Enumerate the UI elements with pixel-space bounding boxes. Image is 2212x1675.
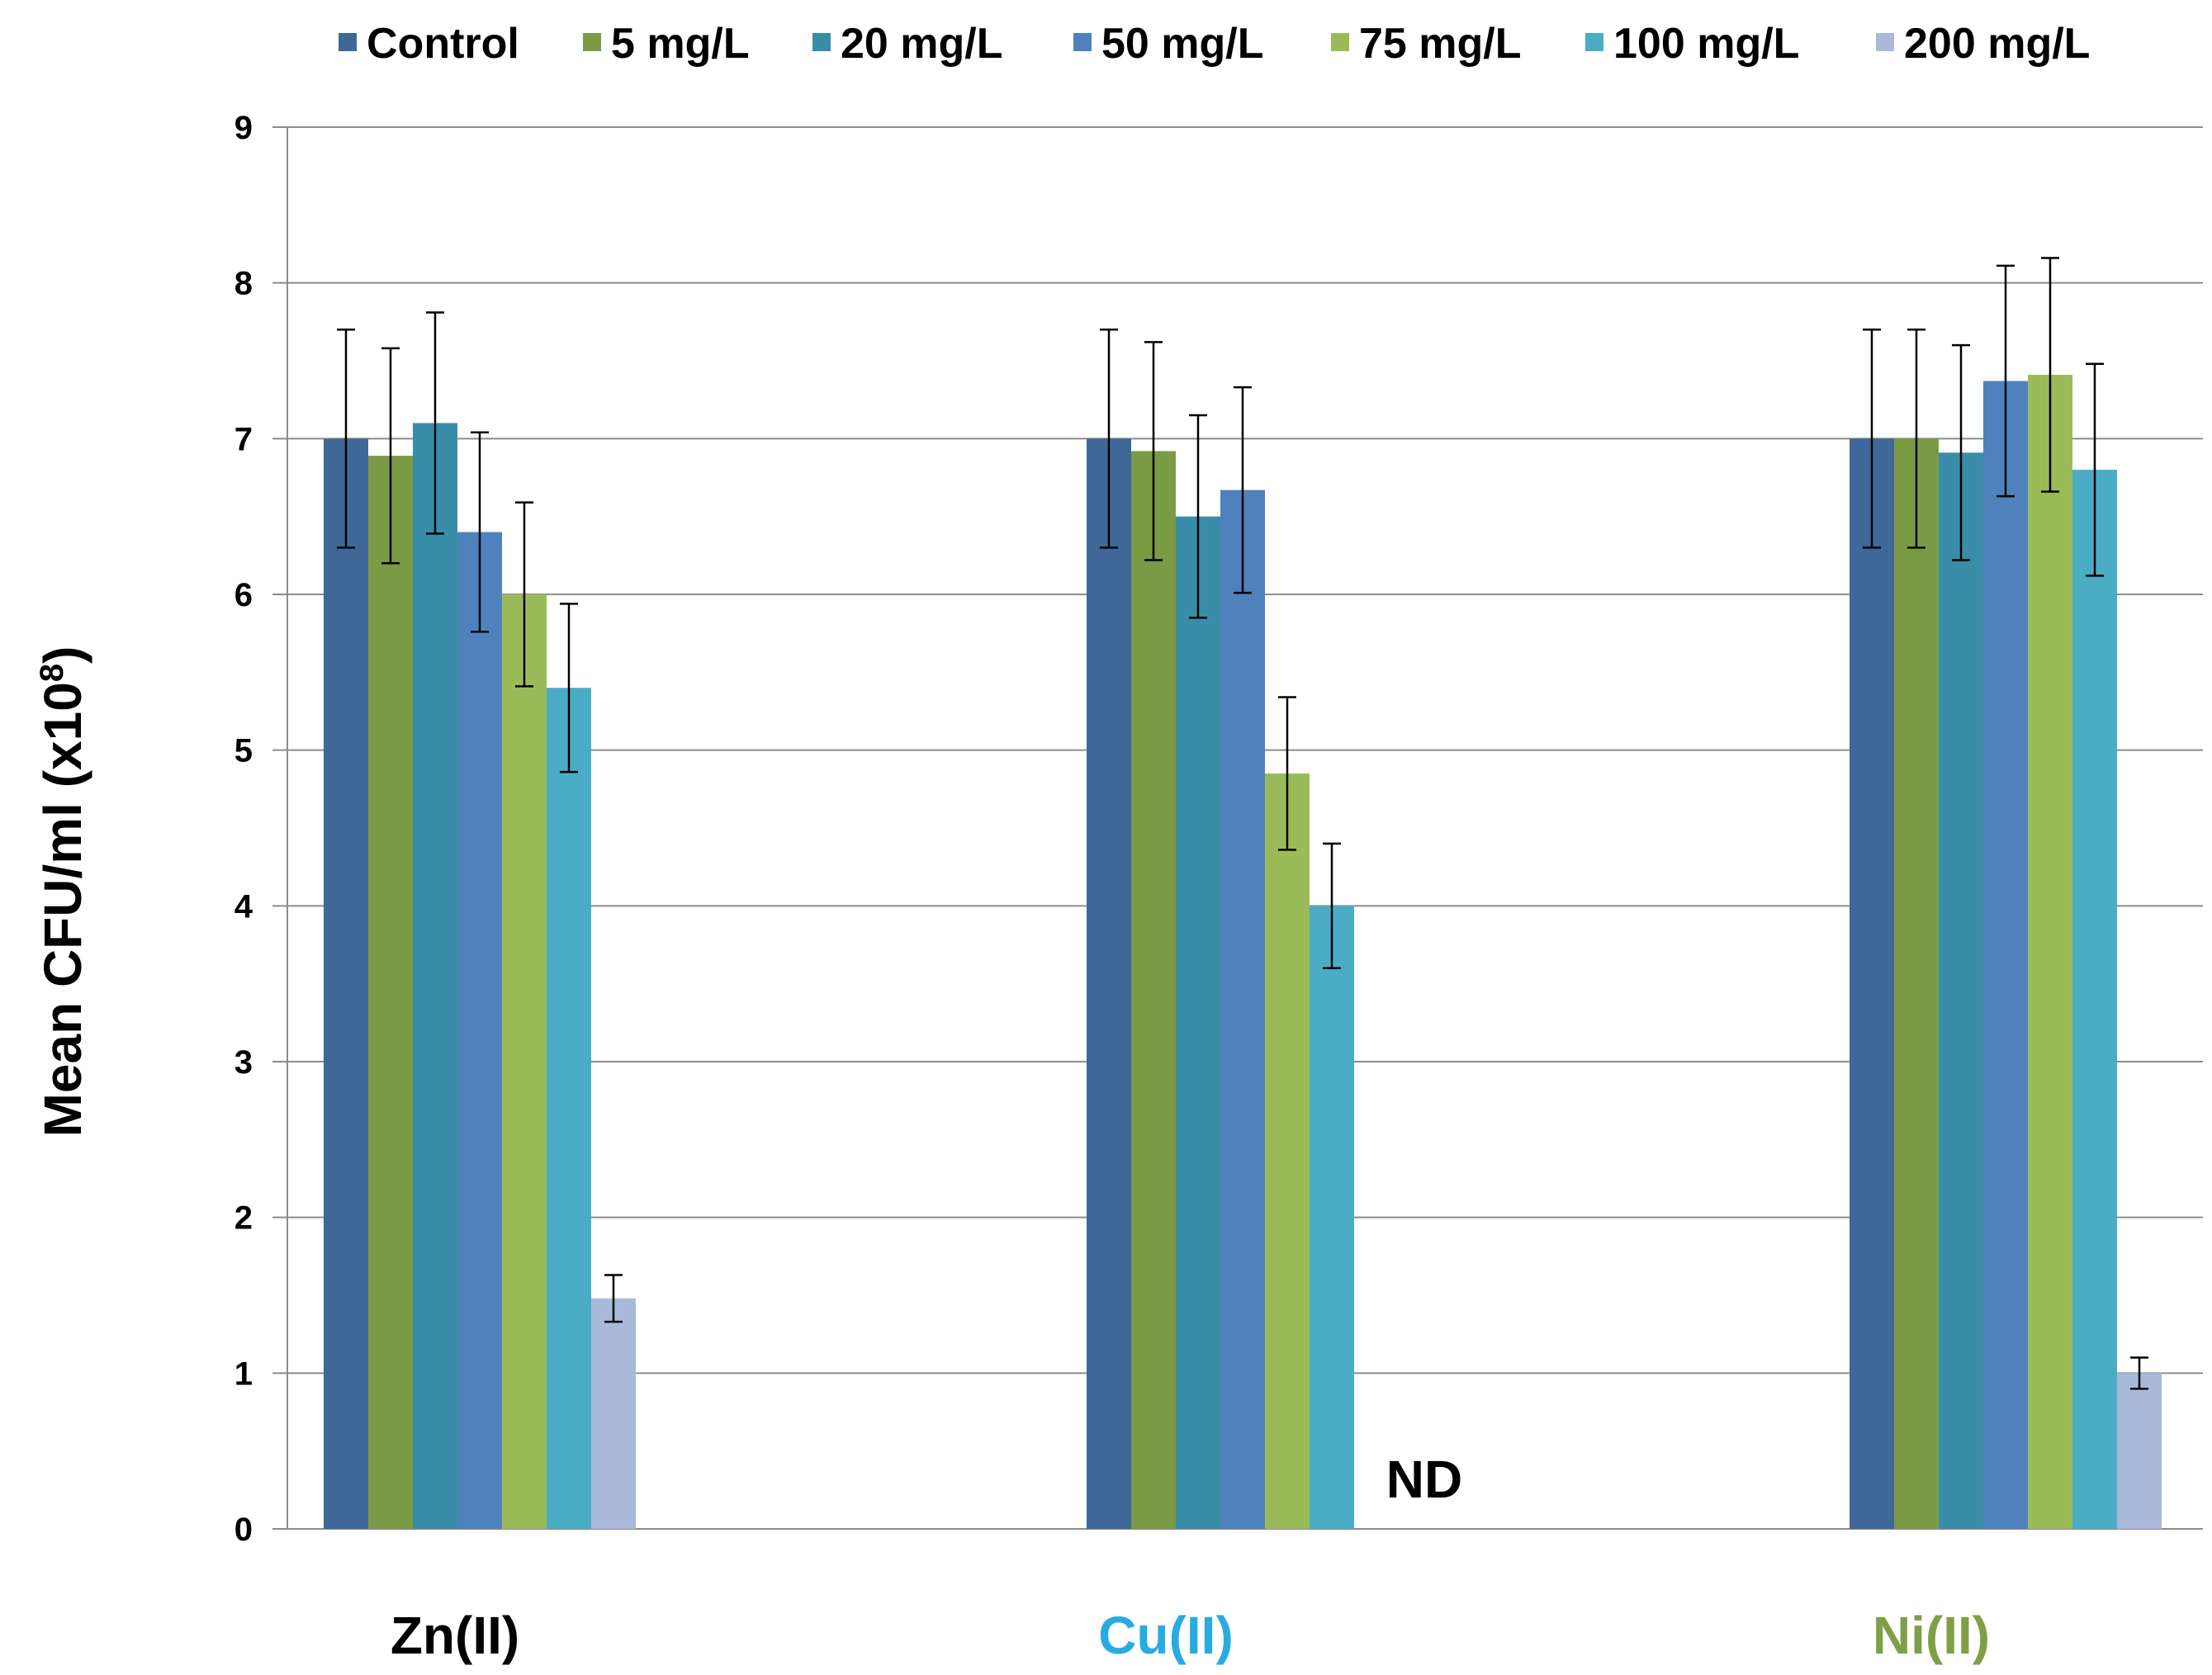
legend-label: 20 mg/L [841, 20, 1003, 68]
y-tick-label: 6 [234, 577, 253, 613]
y-tick-label: 4 [234, 888, 253, 925]
bar [1176, 516, 1220, 1529]
bar [1220, 490, 1265, 1530]
legend: Control 5 mg/L 20 mg/L 50 mg/L 75 mg/L 100 mg… [339, 20, 2090, 68]
bar [2028, 374, 2072, 1530]
y-tick-label: 9 [234, 110, 253, 146]
bar [1850, 438, 1894, 1530]
bar [1087, 438, 1131, 1530]
y-axis-label: Mean CFU/ml (x108) [33, 646, 92, 1138]
bar [591, 1298, 636, 1529]
legend-swatch [1073, 33, 1092, 51]
y-tick-labels: 0 1 2 3 4 5 6 7 8 9 [234, 110, 253, 1548]
annotations: ND [1386, 1450, 1462, 1509]
legend-swatch [812, 33, 831, 51]
bar [1131, 451, 1176, 1529]
bar [368, 456, 413, 1529]
bar [1939, 452, 1983, 1529]
category-label: Ni(II) [1873, 1606, 1990, 1665]
legend-label: 5 mg/L [611, 20, 750, 68]
bar [502, 594, 547, 1529]
category-label: Cu(II) [1098, 1606, 1234, 1665]
error-bars [337, 257, 2148, 1390]
category-label: Zn(II) [391, 1606, 519, 1665]
bar [324, 438, 368, 1530]
category-labels: Zn(II) Cu(II) Ni(II) [391, 1606, 1990, 1665]
y-axis-label-superscript: 8 [34, 664, 70, 682]
bar [2117, 1373, 2162, 1529]
annotation-label: ND [1386, 1450, 1462, 1509]
legend-swatch [1585, 33, 1603, 51]
bar [457, 532, 502, 1529]
legend-swatch [1331, 33, 1349, 51]
legend-label: Control [367, 20, 519, 68]
bar [1983, 381, 2028, 1530]
bar [1894, 438, 1939, 1530]
bar [1310, 906, 1354, 1529]
y-tick-label: 1 [234, 1356, 253, 1392]
legend-label: 100 mg/L [1613, 20, 1799, 68]
bars [324, 374, 2162, 1530]
legend-label: 75 mg/L [1359, 20, 1522, 68]
y-tick-label: 2 [234, 1200, 253, 1237]
bar [413, 423, 457, 1529]
y-tick-label: 8 [234, 266, 253, 302]
y-axis-label-suffix: ) [33, 646, 92, 664]
legend-swatch [339, 33, 357, 51]
bar [2072, 470, 2117, 1529]
bar [547, 688, 591, 1529]
legend-swatch [583, 33, 601, 51]
y-tick-label: 3 [234, 1044, 253, 1081]
bar [1265, 773, 1310, 1529]
y-tick-label: 5 [234, 733, 253, 769]
legend-label: 50 mg/L [1101, 20, 1264, 68]
legend-label: 200 mg/L [1904, 20, 2090, 68]
y-tick-label: 7 [234, 421, 253, 457]
y-axis-label-text: Mean CFU/ml (x10 [33, 682, 92, 1137]
legend-swatch [1876, 33, 1894, 51]
y-tick-label: 0 [234, 1512, 253, 1548]
